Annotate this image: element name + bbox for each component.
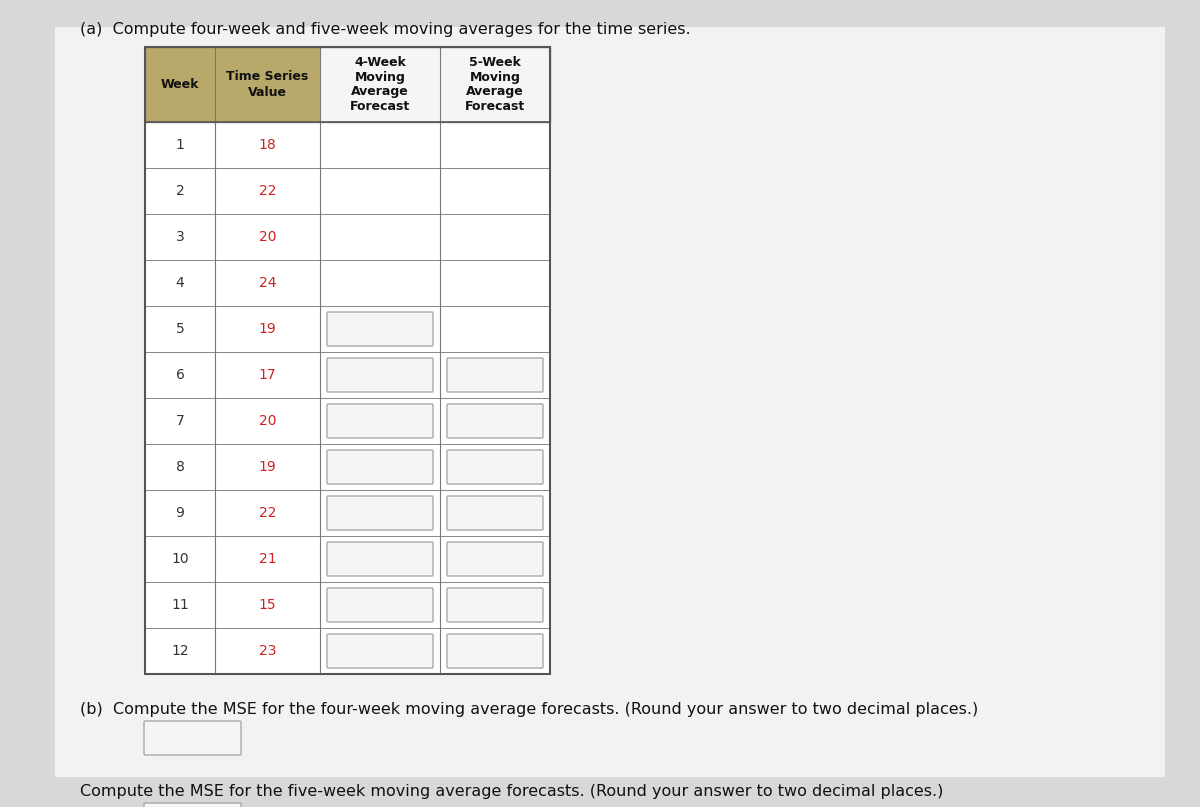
Text: 20: 20 (259, 230, 276, 244)
Text: 21: 21 (259, 552, 276, 566)
Text: Time Series
Value: Time Series Value (227, 70, 308, 98)
Text: 15: 15 (259, 598, 276, 612)
Bar (145, 398, 550, 444)
Text: 4-Week
Moving
Average
Forecast: 4-Week Moving Average Forecast (350, 56, 410, 114)
Text: 8: 8 (175, 460, 185, 474)
Text: 10: 10 (172, 552, 188, 566)
FancyBboxPatch shape (446, 542, 542, 576)
Text: Week: Week (161, 78, 199, 91)
Text: 22: 22 (259, 184, 276, 198)
Bar (145, 444, 550, 490)
Bar (145, 260, 550, 306)
Text: 17: 17 (259, 368, 276, 382)
Text: 7: 7 (175, 414, 185, 428)
Text: 19: 19 (259, 322, 276, 336)
FancyBboxPatch shape (446, 588, 542, 622)
Text: 23: 23 (259, 644, 276, 658)
Bar (145, 536, 550, 582)
Text: (a)  Compute four-week and five-week moving averages for the time series.: (a) Compute four-week and five-week movi… (80, 22, 691, 37)
FancyBboxPatch shape (446, 496, 542, 530)
Bar (145, 168, 550, 214)
Bar (145, 628, 550, 674)
FancyBboxPatch shape (326, 588, 433, 622)
FancyBboxPatch shape (326, 404, 433, 438)
Text: 19: 19 (259, 460, 276, 474)
Bar (145, 306, 550, 352)
Text: 9: 9 (175, 506, 185, 520)
Text: 22: 22 (259, 506, 276, 520)
Bar (145, 214, 550, 260)
Text: 3: 3 (175, 230, 185, 244)
Bar (145, 47, 320, 122)
Bar (145, 490, 550, 536)
Bar (145, 352, 550, 398)
Text: 1: 1 (175, 138, 185, 152)
FancyBboxPatch shape (326, 496, 433, 530)
Text: Compute the MSE for the five-week moving average forecasts. (Round your answer t: Compute the MSE for the five-week moving… (80, 784, 943, 799)
FancyBboxPatch shape (326, 358, 433, 392)
Text: 20: 20 (259, 414, 276, 428)
Bar (145, 47, 550, 674)
Bar (145, 122, 550, 168)
FancyBboxPatch shape (326, 542, 433, 576)
Text: 6: 6 (175, 368, 185, 382)
Bar (145, 582, 550, 628)
Bar (145, 47, 550, 122)
FancyBboxPatch shape (144, 803, 241, 807)
FancyBboxPatch shape (446, 404, 542, 438)
Text: 12: 12 (172, 644, 188, 658)
Text: 5: 5 (175, 322, 185, 336)
Text: 24: 24 (259, 276, 276, 290)
Text: 2: 2 (175, 184, 185, 198)
Text: 11: 11 (172, 598, 188, 612)
Text: (b)  Compute the MSE for the four-week moving average forecasts. (Round your ans: (b) Compute the MSE for the four-week mo… (80, 702, 978, 717)
FancyBboxPatch shape (446, 450, 542, 484)
FancyBboxPatch shape (144, 721, 241, 755)
Text: 18: 18 (259, 138, 276, 152)
FancyBboxPatch shape (446, 358, 542, 392)
Text: 5-Week
Moving
Average
Forecast: 5-Week Moving Average Forecast (464, 56, 526, 114)
FancyBboxPatch shape (326, 312, 433, 346)
FancyBboxPatch shape (446, 634, 542, 668)
Bar (145, 47, 550, 122)
Text: 4: 4 (175, 276, 185, 290)
FancyBboxPatch shape (326, 450, 433, 484)
FancyBboxPatch shape (326, 634, 433, 668)
